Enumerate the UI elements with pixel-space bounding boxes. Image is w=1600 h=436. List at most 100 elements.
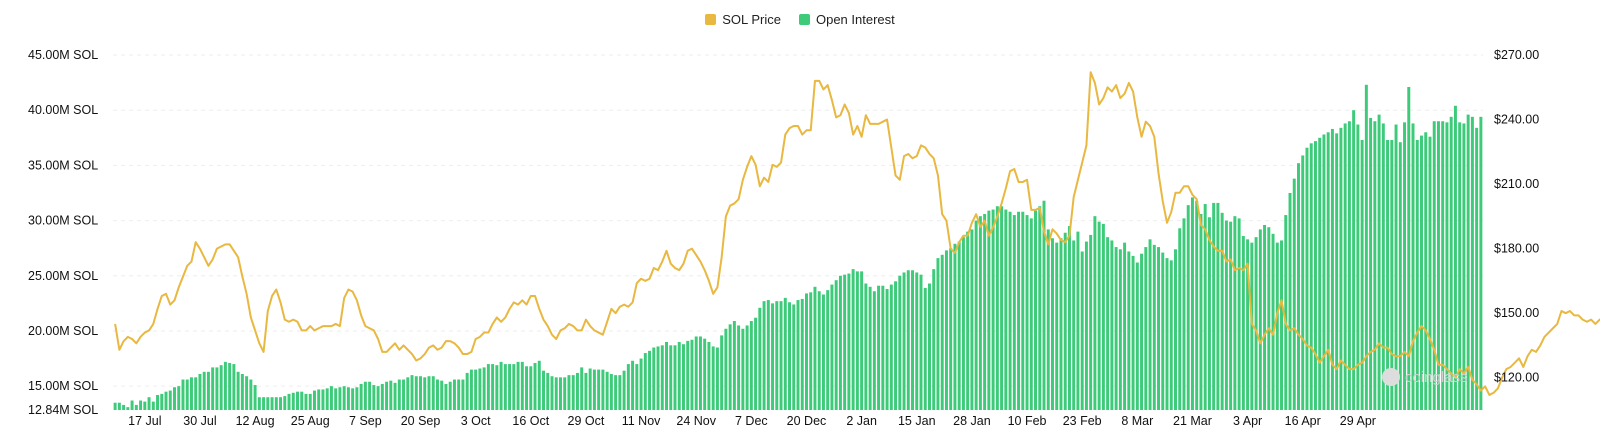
oi-bar	[961, 237, 965, 410]
oi-bar	[1203, 204, 1207, 410]
oi-bar	[1025, 215, 1029, 410]
oi-bar	[325, 388, 329, 410]
oi-bar	[308, 393, 312, 410]
oi-bar	[1084, 241, 1088, 410]
oi-bar	[1190, 197, 1194, 410]
oi-bar	[991, 209, 995, 410]
oi-bar	[872, 291, 876, 410]
oi-bar	[363, 381, 367, 410]
oi-bar	[478, 368, 482, 410]
x-tick-label: 20 Sep	[401, 414, 441, 428]
oi-bar	[533, 362, 537, 410]
oi-bar	[1424, 132, 1428, 410]
oi-bar	[1445, 122, 1449, 410]
oi-bar	[1364, 84, 1368, 411]
right-tick-label: $210.00	[1494, 177, 1539, 191]
oi-bar	[643, 353, 647, 410]
oi-bar	[868, 286, 872, 410]
oi-bar	[1288, 192, 1292, 410]
legend-item-sol-price[interactable]: SOL Price	[705, 12, 781, 27]
oi-bar	[346, 387, 350, 410]
oi-bar	[1330, 128, 1334, 410]
oi-bar	[173, 387, 176, 410]
oi-bar	[160, 393, 164, 410]
x-tick-label: 29 Oct	[568, 414, 605, 428]
oi-bar	[843, 274, 847, 410]
left-tick-label: 40.00M SOL	[28, 103, 98, 117]
oi-bar	[512, 364, 516, 410]
oi-bar	[618, 375, 622, 410]
oi-bar	[312, 390, 316, 410]
x-tick-label: 15 Jan	[898, 414, 936, 428]
oi-bar	[156, 394, 160, 410]
oi-bar	[928, 283, 931, 410]
x-tick-label: 16 Apr	[1285, 414, 1321, 428]
oi-bar	[198, 374, 202, 410]
oi-bar	[953, 243, 957, 410]
oi-bar	[830, 284, 834, 410]
oi-bar	[1101, 223, 1105, 410]
oi-bar	[495, 365, 499, 410]
oi-bar	[444, 383, 448, 410]
oi-bar	[1229, 221, 1233, 410]
oi-bar	[1207, 217, 1211, 410]
oi-bar	[1322, 134, 1326, 411]
oi-bar	[376, 386, 380, 410]
left-tick-label: 15.00M SOL	[28, 379, 98, 393]
right-tick-label: $270.00	[1494, 48, 1539, 62]
oi-bar	[359, 383, 363, 410]
oi-bar	[1118, 249, 1122, 410]
oi-bar	[117, 402, 121, 410]
oi-bar	[1042, 200, 1046, 410]
oi-bar	[1326, 132, 1330, 410]
legend-label-open-interest: Open Interest	[815, 12, 895, 27]
oi-bar	[1135, 262, 1139, 410]
oi-bar	[291, 392, 295, 410]
oi-bar	[1360, 140, 1364, 410]
oi-bar	[1089, 234, 1093, 410]
oi-bar	[223, 361, 227, 410]
x-tick-label: 16 Oct	[512, 414, 549, 428]
x-axis: 17 Jul 30 Jul 12 Aug 25 Aug 7 Sep 20 Sep 3 Oct…	[128, 414, 1376, 428]
oi-bar	[177, 386, 181, 410]
oi-bar	[1246, 239, 1250, 410]
oi-bar	[1263, 224, 1267, 410]
oi-bar	[923, 287, 927, 410]
oi-bar	[317, 389, 321, 410]
left-tick-label: 25.00M SOL	[28, 269, 98, 283]
oi-bar	[452, 379, 456, 410]
oi-bar	[563, 377, 567, 410]
x-tick-label: 30 Jul	[183, 414, 216, 428]
oi-bar	[898, 275, 902, 410]
oi-bar	[1386, 140, 1390, 410]
oi-bar	[185, 379, 189, 410]
oi-bar	[240, 374, 244, 410]
oi-bar	[431, 376, 435, 410]
oi-bar	[134, 404, 138, 410]
legend-item-open-interest[interactable]: Open Interest	[798, 12, 895, 27]
oi-bar	[529, 366, 533, 410]
oi-bar	[457, 379, 461, 410]
oi-bar	[1237, 218, 1241, 410]
oi-bar	[304, 393, 308, 410]
oi-bar	[919, 274, 923, 410]
oi-bar	[665, 342, 668, 410]
x-tick-label: 17 Jul	[128, 414, 161, 428]
oi-bar	[1034, 210, 1038, 410]
oi-bar	[274, 397, 278, 410]
oi-bar	[758, 307, 762, 410]
oi-bar	[1411, 123, 1415, 410]
oi-bar	[974, 220, 978, 410]
oi-bar	[448, 381, 452, 410]
oi-bar	[609, 374, 613, 410]
oi-bar	[321, 389, 325, 410]
oi-bar	[1008, 211, 1012, 410]
oi-bar	[732, 321, 736, 410]
oi-bar	[580, 367, 584, 410]
oi-bar	[983, 213, 987, 410]
oi-bar	[423, 377, 427, 410]
x-tick-label: 12 Aug	[236, 414, 275, 428]
oi-bar	[329, 386, 333, 410]
oi-bar	[800, 298, 804, 410]
